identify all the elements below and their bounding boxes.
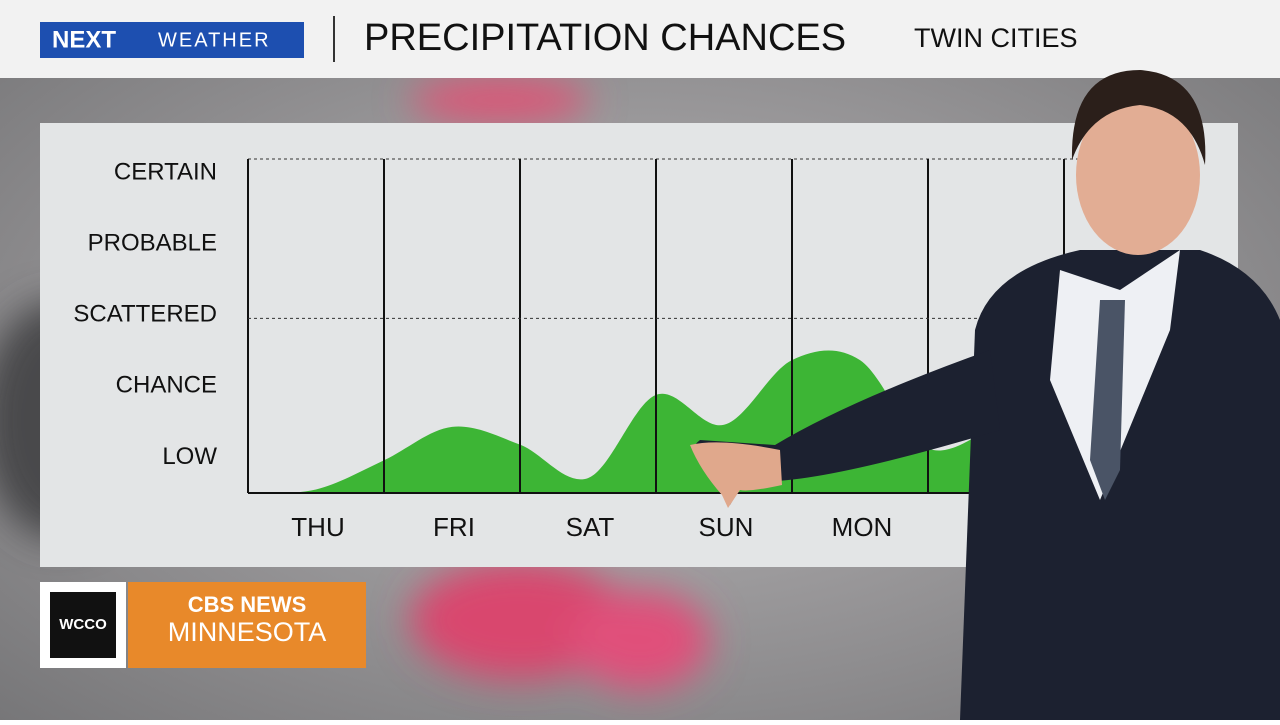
y-tick-label: SCATTERED [73,301,217,328]
logo-weather: WEATHER [158,29,271,51]
y-tick-label: LOW [162,443,217,470]
network-region: MINNESOTA [168,617,327,647]
y-tick-label: PROBABLE [88,230,217,257]
header-location: TWIN CITIES [914,23,1078,53]
x-tick-label: SAT [566,512,615,542]
logo-box [40,22,304,58]
logo-next: NEXT [52,26,116,53]
station-logo [50,592,116,658]
presenter [690,70,1280,720]
y-tick-label: CERTAIN [114,159,217,186]
network-box [128,582,366,668]
x-tick-label: MON [832,512,893,542]
x-tick-label: FRI [433,512,475,542]
x-tick-label: THU [291,512,344,542]
header-title: PRECIPITATION CHANCES [364,17,846,59]
y-tick-label: CHANCE [116,372,217,399]
station-call: WCCO [59,616,107,633]
network-name: CBS NEWS [188,592,307,617]
x-tick-label: SUN [699,512,754,542]
